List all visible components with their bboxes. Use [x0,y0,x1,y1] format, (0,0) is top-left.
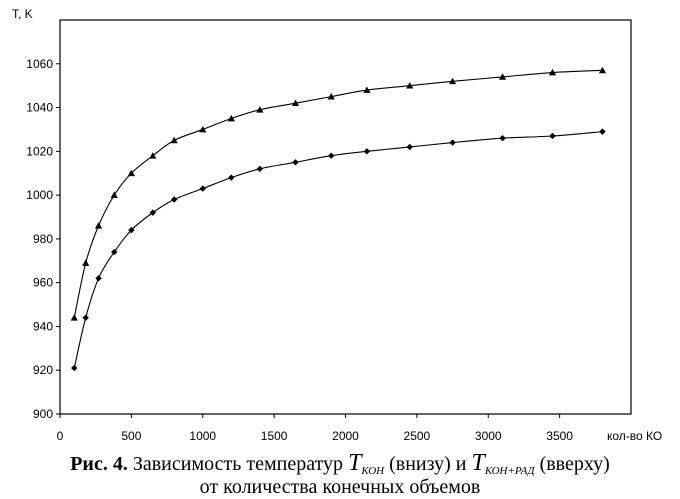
x-tick-label: 1000 [189,429,216,443]
caption-text-middle: (внизу) и [384,453,472,475]
y-tick-label: 920 [33,363,53,377]
data-point-diamond [549,132,556,140]
data-point-triangle [227,114,235,122]
caption-symbol-2-sub: КОН+РАД [484,465,535,477]
data-point-diamond [111,248,118,256]
y-tick-label: 1020 [26,144,53,158]
y-tick-label: 1000 [26,188,53,202]
data-point-diamond [599,128,606,135]
data-point-triangle [548,68,557,76]
data-point-diamond [171,196,178,203]
caption-symbol-1: T [348,450,362,476]
data-point-diamond [149,209,156,216]
caption-text-after: (вверху) [534,453,610,475]
data-point-diamond [228,174,235,181]
data-point-triangle [170,136,178,144]
data-point-triangle [406,82,414,89]
axes: 900 920 940 960 980 1000 1020 1040 1060 0 500 1000 1… [26,19,632,443]
x-tick-label: 3000 [475,429,502,443]
data-point-diamond [499,135,506,142]
y-tick-label: 980 [33,232,53,246]
x-tick-label: 0 [57,429,64,443]
caption-text-before: Зависимость температур [127,453,349,475]
data-point-diamond [82,314,89,321]
x-tick-label: 2500 [404,429,431,443]
data-point-diamond [363,148,371,155]
data-point-triangle [82,259,90,266]
data-point-triangle [327,93,335,100]
x-tick-label: 2000 [332,429,359,443]
figure-caption: Рис. 4. Зависимость температур TКОН (вни… [0,450,680,482]
caption-symbol-1-sub: КОН [361,465,385,477]
x-tick-label: 1500 [261,429,288,443]
data-point-diamond [199,185,206,192]
data-point-triangle [94,222,103,229]
data-point-triangle [70,314,78,321]
data-point-diamond [292,159,299,166]
data-point-triangle [498,73,507,80]
y-tick-label: 900 [33,407,53,421]
data-point-diamond [449,139,456,146]
y-axis-label: T, K [12,7,33,21]
data-point-triangle [127,169,135,177]
data-point-triangle [199,125,207,133]
series-line-1 [73,69,603,318]
data-point-triangle [110,191,118,198]
data-point-diamond [328,152,335,159]
x-tick-label: 3500 [546,429,573,443]
data-point-triangle [291,99,300,107]
data-point-diamond [406,143,413,151]
data-point-diamond [128,226,135,234]
y-tick-label: 940 [33,319,53,333]
y-tick-label: 1060 [26,57,53,71]
data-point-triangle [149,152,157,159]
data-point-diamond [95,275,102,282]
data-point-triangle [598,66,607,74]
data-point-diamond [256,165,264,173]
series-group [70,66,607,372]
data-point-triangle [448,77,457,85]
plot-frame [59,19,632,415]
data-point-triangle [363,86,371,93]
figure-label: Рис. 4. [70,453,128,475]
y-tick-label: 960 [33,276,53,290]
caption-symbol-2: T [471,450,485,476]
y-tick-label: 1040 [26,101,53,115]
x-axis-label: кол-во КО [607,429,662,443]
x-tick-label: 500 [121,429,141,443]
chart: 900 920 940 960 980 1000 1020 1040 1060 0 500 1000 1… [12,7,662,443]
data-point-diamond [71,364,78,372]
data-point-triangle [256,106,264,113]
figure-caption-line2: от количества конечных объемов [199,476,481,498]
series-line-2 [73,131,603,369]
